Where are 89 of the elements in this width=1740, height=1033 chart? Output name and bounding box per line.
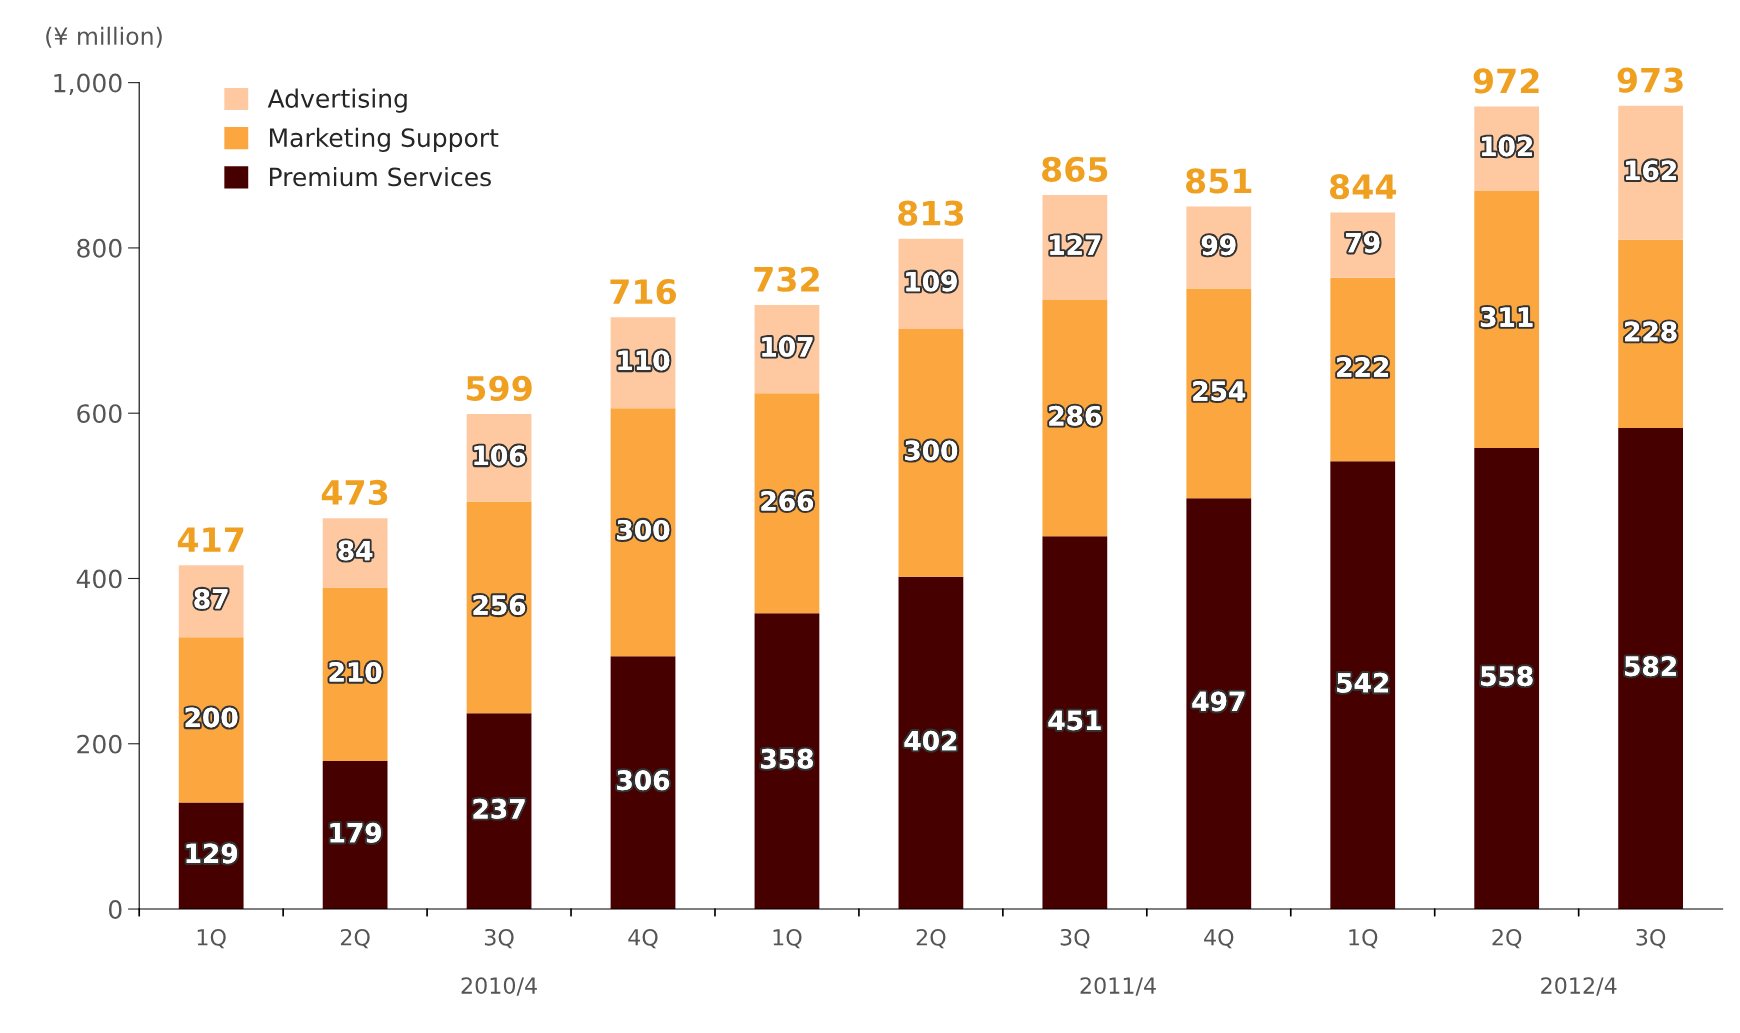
- bar: [1042, 299, 1108, 537]
- data-label: 451: [1048, 710, 1101, 731]
- data-label: 358: [761, 748, 813, 769]
- y-tick-label: 200: [77, 734, 122, 754]
- total-label: 865: [1042, 156, 1108, 182]
- data-label: 254: [1193, 381, 1246, 402]
- data-label: 107: [762, 336, 813, 357]
- x-tick-label: 3Q: [1060, 928, 1090, 949]
- bar: [466, 713, 532, 910]
- bar: [1474, 447, 1540, 910]
- data-label: 306: [617, 770, 670, 791]
- bar: [898, 328, 964, 577]
- bar: [322, 761, 388, 910]
- bar: [1186, 288, 1252, 499]
- legend-label: Marketing Support: [269, 127, 499, 153]
- y-tick-label: 1,000: [54, 73, 122, 96]
- bar: [1618, 428, 1684, 910]
- bar: [1618, 239, 1684, 429]
- data-label: 129: [186, 843, 238, 864]
- data-label: 228: [1625, 321, 1677, 342]
- data-label: 210: [329, 662, 382, 682]
- data-label: 311: [1480, 307, 1533, 328]
- y-tick-label: 0: [108, 899, 122, 919]
- total-label: 716: [610, 279, 677, 305]
- legend-label: Advertising: [267, 88, 407, 113]
- data-label: 110: [618, 350, 670, 371]
- x-tick-label: 2Q: [916, 928, 946, 949]
- data-label: 558: [1481, 666, 1533, 687]
- bar: [1330, 277, 1396, 462]
- data-label: 200: [185, 707, 238, 728]
- data-label: 179: [330, 822, 381, 843]
- bar: [898, 576, 964, 910]
- data-label: 84: [338, 540, 373, 561]
- bar: [1042, 536, 1108, 910]
- data-label: 256: [473, 595, 526, 616]
- data-label: 497: [1192, 691, 1245, 712]
- data-label: 109: [906, 271, 957, 292]
- bar: [466, 501, 532, 714]
- bar: [610, 408, 676, 657]
- total-label: 473: [321, 479, 388, 506]
- data-label: 402: [904, 730, 957, 751]
- x-tick-label: 3Q: [1636, 928, 1666, 949]
- bar: [322, 587, 388, 762]
- bar: [1330, 461, 1396, 910]
- bar: [1186, 498, 1252, 910]
- data-label: 127: [1050, 235, 1101, 255]
- data-label: 222: [1337, 357, 1388, 377]
- data-label: 582: [1625, 656, 1676, 677]
- y-tick-label: 400: [76, 569, 122, 589]
- data-label: 300: [905, 440, 958, 461]
- text: 2011/4: [1080, 977, 1156, 996]
- text: 2010/4: [461, 977, 537, 996]
- y-tick-label: 600: [77, 404, 122, 424]
- y-tick-label: 800: [77, 238, 122, 258]
- data-label: 87: [194, 588, 228, 609]
- data-label: 286: [1049, 405, 1101, 426]
- x-tick-label: 3Q: [484, 928, 514, 949]
- data-label: 99: [1201, 235, 1236, 256]
- y-axis-title: (¥ million): [46, 26, 162, 48]
- x-tick-label: 1Q: [773, 928, 802, 949]
- data-label: 237: [473, 798, 525, 819]
- x-tick-label: 2Q: [1492, 928, 1522, 949]
- data-label: 162: [1626, 160, 1676, 181]
- data-label: 79: [1346, 232, 1380, 253]
- bar: [754, 613, 820, 910]
- total-label: 851: [1186, 168, 1252, 194]
- x-tick-label: 1Q: [197, 928, 226, 949]
- x-tick-label: 4Q: [628, 928, 658, 949]
- total-label: 813: [898, 200, 964, 226]
- x-tick-label: 2Q: [340, 928, 370, 949]
- bar: [610, 656, 676, 910]
- data-label: 300: [617, 519, 670, 540]
- data-label: 542: [1337, 672, 1388, 693]
- bar: [754, 393, 820, 614]
- data-label: 266: [761, 490, 814, 511]
- total-label: 973: [1617, 67, 1683, 93]
- bar: [1474, 190, 1540, 448]
- bar: [178, 637, 244, 803]
- total-label: 599: [466, 375, 532, 401]
- total-label: 417: [177, 527, 244, 552]
- x-tick-label: 1Q: [1349, 928, 1378, 949]
- total-label: 972: [1473, 68, 1539, 94]
- text: 2012/4: [1541, 977, 1617, 996]
- total-label: 732: [754, 266, 819, 292]
- x-tick-label: 4Q: [1204, 928, 1234, 949]
- legend-label: Premium Services: [269, 167, 491, 187]
- data-label: 106: [474, 445, 526, 466]
- data-label: 102: [1482, 136, 1532, 157]
- total-label: 844: [1329, 174, 1396, 200]
